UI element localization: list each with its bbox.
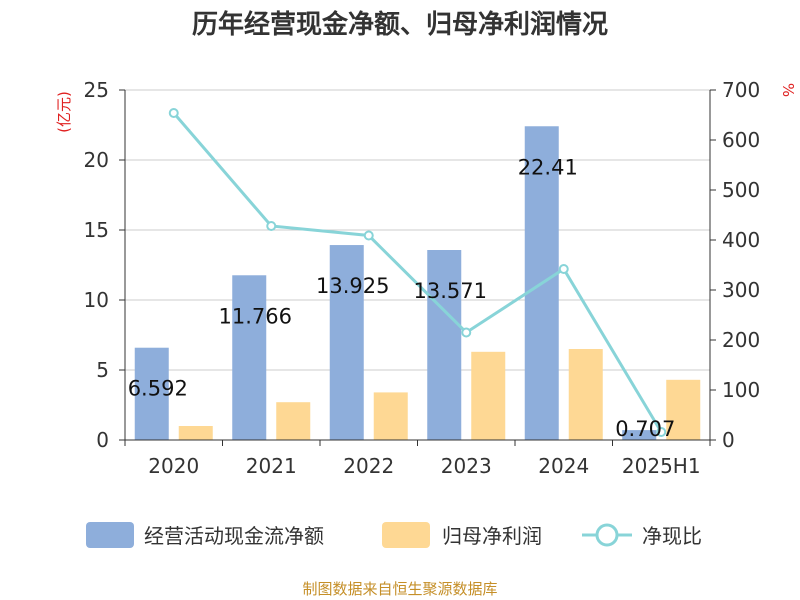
ratio-line bbox=[168, 108, 667, 437]
bar-net-profit bbox=[568, 349, 603, 440]
legend-label-net-profit: 归母净利润 bbox=[442, 524, 542, 548]
grid bbox=[125, 89, 710, 371]
ratio-point bbox=[558, 264, 569, 274]
bar-operating-cashflow bbox=[232, 275, 267, 440]
bar-net-profit bbox=[178, 426, 213, 440]
right-tick-label: 700 bbox=[722, 78, 760, 102]
x-tick-label: 2024 bbox=[538, 454, 589, 478]
right-tick-label: 400 bbox=[722, 228, 760, 252]
data-label: 6.592 bbox=[128, 377, 188, 401]
legend-label-ratio: 净现比 bbox=[642, 524, 702, 548]
x-tick-label: 2020 bbox=[148, 454, 199, 478]
legend-swatch-net-profit bbox=[382, 522, 430, 548]
data-label: 0.707 bbox=[615, 417, 675, 441]
data-labels: 6.592 11.766 13.925 13.571 22.41 0.707 bbox=[128, 155, 676, 441]
left-tick-label: 25 bbox=[84, 78, 109, 102]
left-tick-label: 15 bbox=[84, 218, 109, 242]
bar-net-profit bbox=[276, 402, 311, 440]
legend: 经营活动现金流净额 归母净利润 净现比 bbox=[86, 522, 702, 548]
right-tick-label: 100 bbox=[722, 378, 760, 402]
ratio-point bbox=[363, 230, 374, 241]
ratio-point bbox=[461, 327, 472, 338]
ratio-polyline bbox=[172, 112, 663, 433]
legend-circle-icon bbox=[595, 523, 619, 547]
ratio-point bbox=[168, 108, 179, 118]
chart-title: 历年经营现金净额、归母净利润情况 bbox=[192, 9, 608, 40]
right-axis-unit: % bbox=[779, 83, 797, 97]
right-tick-label: 0 bbox=[722, 428, 735, 452]
bar-net-profit bbox=[471, 351, 506, 440]
legend-label-operating-cashflow: 经营活动现金流净额 bbox=[144, 524, 324, 548]
x-tick-label: 2021 bbox=[246, 454, 297, 478]
bar-operating-cashflow bbox=[427, 250, 462, 440]
data-label: 22.41 bbox=[518, 155, 578, 179]
bars bbox=[134, 126, 701, 440]
left-tick-label: 0 bbox=[96, 428, 109, 452]
left-axis-unit: (亿元) bbox=[55, 91, 73, 133]
right-tick-label: 200 bbox=[722, 328, 760, 352]
ratio-point bbox=[656, 427, 667, 437]
x-tick-label: 2023 bbox=[441, 454, 492, 478]
bar-operating-cashflow bbox=[329, 245, 364, 440]
bar-net-profit bbox=[373, 392, 408, 440]
right-tick-label: 500 bbox=[722, 178, 760, 202]
right-tick-label: 300 bbox=[722, 278, 760, 302]
data-label: 11.766 bbox=[219, 304, 292, 328]
right-tick-label: 600 bbox=[722, 128, 760, 152]
source-note: 制图数据来自恒生聚源数据库 bbox=[302, 580, 497, 598]
data-label: 13.571 bbox=[414, 279, 487, 303]
bar-operating-cashflow bbox=[622, 430, 657, 440]
axes: 0 5 10 15 20 25 0 100 200 300 400 500 600 700 2020 2021… bbox=[84, 78, 761, 478]
data-label: 13.925 bbox=[316, 274, 389, 298]
left-tick-label: 20 bbox=[84, 148, 109, 172]
bar-operating-cashflow bbox=[134, 347, 169, 440]
ratio-point bbox=[266, 221, 277, 231]
x-tick-label: 2025H1 bbox=[622, 454, 701, 478]
legend-swatch-operating-cashflow bbox=[86, 522, 134, 548]
left-tick-label: 10 bbox=[84, 288, 109, 312]
left-tick-label: 5 bbox=[96, 358, 109, 382]
x-tick-label: 2022 bbox=[343, 454, 394, 478]
bar-net-profit bbox=[666, 379, 701, 440]
